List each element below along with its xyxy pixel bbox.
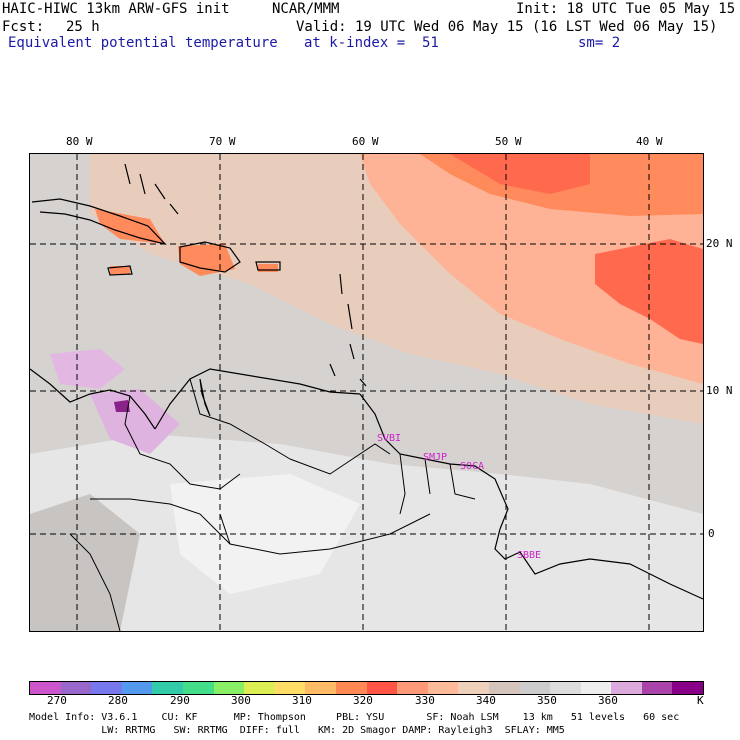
smoothing-info: sm= 2 <box>578 35 621 51</box>
field-red-east <box>595 239 703 344</box>
colorbar-swatch <box>458 682 489 694</box>
lon-label-60w: 60 W <box>352 135 379 148</box>
cbar-label-310: 310 <box>292 694 312 707</box>
colorbar-swatch <box>397 682 428 694</box>
field-lilac-1 <box>50 349 125 389</box>
station-soca: SOCA <box>460 461 485 472</box>
agency-label: NCAR/MMM <box>272 1 340 17</box>
field-hispaniola-warm <box>178 244 235 276</box>
field-purple-spot <box>114 400 130 412</box>
lon-label-70w: 70 W <box>209 135 236 148</box>
country-borders <box>69 378 476 631</box>
colorbar-swatch <box>550 682 581 694</box>
colorbar-swatch <box>519 682 551 694</box>
station-smjp: SMJP <box>423 452 448 463</box>
footer-model-info: Model Info: V3.6.1 CU: KF MP: Thompson P… <box>29 712 680 723</box>
valid-time: Valid: 19 UTC Wed 06 May 15 (16 LST Wed … <box>296 19 718 35</box>
colorbar-swatch <box>60 682 92 694</box>
field-jamaica-warm <box>110 266 130 274</box>
init-time: Init: 18 UTC Tue 05 May 15 <box>516 1 736 17</box>
colorbar-swatch <box>488 682 520 694</box>
footer-physics-info: LW: RRTMG SW: RRTMG DIFF: full KM: 2D Sm… <box>29 725 565 736</box>
colorbar-swatch <box>641 682 673 694</box>
cbar-label-340: 340 <box>476 694 496 707</box>
model-title: HAIC-HIWC 13km ARW-GFS init <box>2 1 230 17</box>
lon-label-50w: 50 W <box>495 135 522 148</box>
fcst-label: Fcst: <box>2 19 45 35</box>
cbar-unit: K <box>697 694 704 707</box>
station-sbbe: SBBE <box>517 550 542 561</box>
field-cuba-warm <box>95 209 165 244</box>
colorbar-swatch <box>366 682 398 694</box>
coastlines <box>30 163 703 600</box>
lat-label-20n: 20 N <box>706 237 733 250</box>
colorbar-swatch <box>213 682 245 694</box>
cbar-label-280: 280 <box>108 694 128 707</box>
colorbar-swatch <box>580 682 612 694</box>
lat-label-0: 0 <box>708 527 715 540</box>
colorbar-swatch <box>274 682 306 694</box>
lon-label-40w: 40 W <box>636 135 663 148</box>
field-lilac-2 <box>90 389 180 454</box>
cbar-label-350: 350 <box>537 694 557 707</box>
map-canvas <box>30 154 703 631</box>
cbar-label-270: 270 <box>47 694 67 707</box>
lat-label-10n: 10 N <box>706 384 733 397</box>
colorbar-swatch <box>91 682 122 694</box>
cbar-label-360: 360 <box>598 694 618 707</box>
colorbar-swatch <box>244 682 275 694</box>
colorbar-swatch <box>672 682 704 694</box>
theta-e-map: SVBI SMJP SOCA SBBE <box>29 153 704 632</box>
colorbar-swatch <box>182 682 214 694</box>
level-info: at k-index = 51 <box>304 35 439 51</box>
lon-label-80w: 80 W <box>66 135 93 148</box>
field-pr-warm <box>258 264 278 272</box>
colorbar-swatch <box>121 682 153 694</box>
colorbar-swatch <box>30 682 61 694</box>
field-name: Equivalent potential temperature <box>8 35 278 51</box>
cbar-label-300: 300 <box>231 694 251 707</box>
colorbar <box>29 681 704 695</box>
field-gray-andes <box>30 494 140 631</box>
colorbar-swatch <box>427 682 459 694</box>
colorbar-swatch <box>611 682 642 694</box>
colorbar-swatch <box>152 682 183 694</box>
colorbar-swatch <box>335 682 367 694</box>
lat-lon-grid <box>30 154 703 631</box>
fcst-value: 25 h <box>66 19 100 35</box>
colorbar-swatch <box>305 682 336 694</box>
cbar-label-320: 320 <box>353 694 373 707</box>
station-svbi: SVBI <box>377 433 402 444</box>
cbar-label-290: 290 <box>170 694 190 707</box>
cbar-label-330: 330 <box>415 694 435 707</box>
field-red-top <box>450 154 590 194</box>
